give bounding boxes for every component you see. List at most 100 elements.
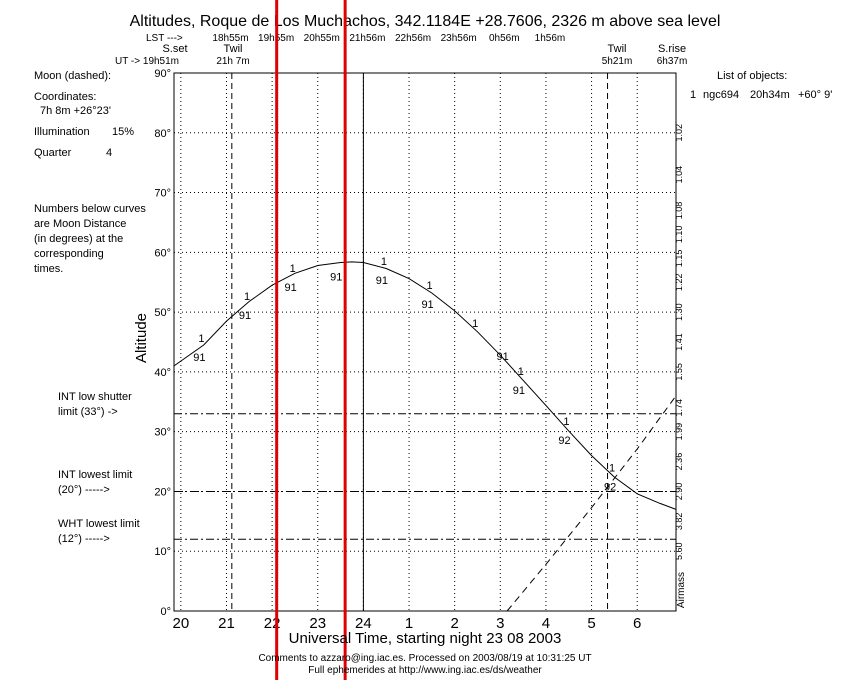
y-tick-label: 60° [154,247,171,259]
int-shutter-limit-label-2: limit (33°) -> [58,406,118,418]
note-line: times. [34,263,63,275]
moon-distance-label: 91 [421,299,433,311]
y-tick-label: 50° [154,307,171,319]
lst-label: LST ---> [146,33,183,44]
object-index-marker: 1 [427,280,433,292]
airmass-tick-label: 1.22 [674,273,684,291]
y-tick-label: 80° [154,128,171,140]
airmass-tick-label: 3.82 [674,513,684,531]
note-line: (in degrees) at the [34,233,123,245]
footer-ephemerides: Full ephemerides at http://www.ing.iac.e… [308,665,542,676]
moon-distance-label: 91 [330,271,342,283]
moon-distance-label: 91 [285,282,297,294]
plot-frame [173,72,677,612]
lst-tick-label: 20h55m [304,33,340,44]
object-altitude-curve [173,261,677,510]
object-list-item: 1 ngc694 20h34m +60° 9' [690,89,832,101]
moon-distance-label: 92 [558,435,570,447]
twil-evening-time: 21h 7m [216,56,249,67]
y-tick-label: 90° [154,68,171,80]
y-tick-label: 10° [154,546,171,558]
wht-lowest-limit-label-1: WHT lowest limit [58,518,140,530]
object-index-marker: 1 [244,291,250,303]
object-index-marker: 1 [472,318,478,330]
y-tick-label: 40° [154,367,171,379]
airmass-tick-label: 2.36 [674,453,684,471]
x-tick-label: 4 [542,615,550,632]
airmass-tick-label: 1.55 [674,363,684,381]
object-index-marker: 1 [563,416,569,428]
x-tick-label: 20 [173,615,190,632]
y-axis-label: Altitude [133,313,150,363]
object-ra: 20h34m [750,89,790,101]
x-tick-label: 3 [496,615,504,632]
ut-label: UT -> 19h51m [115,56,179,67]
lst-tick-label: 18h55m [212,33,248,44]
x-tick-label: 1 [405,615,413,632]
airmass-tick-label: 1.10 [674,226,684,244]
moon-distance-label: 91 [513,385,525,397]
illumination-label: Illumination [34,126,90,138]
moon-label: Moon (dashed): [34,70,111,82]
twil-morning-time: 5h21m [602,56,633,67]
y2-axis-label: Airmass [676,572,687,608]
y-tick-label: 30° [154,427,171,439]
moon-distance-label: 91 [193,352,205,364]
int-shutter-limit-label-1: INT low shutter [58,391,132,403]
sunrise-time: 6h37m [657,56,688,67]
note-line: Numbers below curves [34,203,146,215]
y-tick-label: 70° [154,188,171,200]
lst-tick-label: 1h56m [535,33,566,44]
lst-tick-label: 22h56m [395,33,431,44]
airmass-tick-label: 1.99 [674,423,684,441]
lst-tick-labels: 18h55m19h55m20h55m21h56m22h56m23h56m0h56… [212,33,565,44]
sunrise-label: S.rise [658,43,686,55]
plot-area: 0°10°20°30°40°50°60°70°80°90°20 21 22 23 24 1… [154,0,684,680]
wht-lowest-limit-label-2: (12°) -----> [58,533,110,545]
airmass-tick-label: 1.02 [674,124,684,142]
y-tick-label: 20° [154,486,171,498]
x-axis-label: Universal Time, starting night 23 08 200… [289,630,562,647]
note-line: corresponding [34,248,104,260]
object-index-marker: 1 [609,463,615,475]
note-line: are Moon Distance [34,218,126,230]
airmass-tick-label: 1.08 [674,202,684,220]
airmass-tick-label: 1.15 [674,250,684,268]
lst-tick-label: 21h56m [349,33,385,44]
footer-comments: Comments to azzaro@ing.iac.es. Processed… [258,653,591,664]
airmass-tick-label: 1.74 [674,399,684,417]
x-tick-label: 24 [355,615,372,632]
object-index: 1 [690,89,696,101]
airmass-tick-label: 5.60 [674,542,684,560]
coordinates-label: Coordinates: [34,91,96,103]
x-tick-label: 21 [218,615,235,632]
lst-tick-label: 0h56m [489,33,520,44]
object-index-marker: 1 [198,333,204,345]
quarter-value: 4 [106,147,112,159]
airmass-tick-label: 1.41 [674,333,684,351]
x-tick-label: 5 [587,615,595,632]
object-dec: +60° 9' [798,89,832,101]
object-index-marker: 1 [381,256,387,268]
moon-distance-note: Numbers below curves are Moon Distance (… [34,203,146,275]
x-tick-label: 6 [633,615,641,632]
object-name: ngc694 [703,89,739,101]
twil-evening-label: Twil [224,43,243,55]
moon-altitude-curve [506,395,677,612]
twil-morning-label: Twil [608,43,627,55]
lst-tick-label: 23h56m [441,33,477,44]
chart-title: Altitudes, Roque de Los Muchachos, 342.1… [130,13,721,30]
airmass-tick-label: 2.90 [674,483,684,501]
object-index-marker: 1 [518,366,524,378]
objects-title: List of objects: [717,70,787,82]
airmass-tick-label: 1.04 [674,166,684,184]
moon-distance-label: 91 [496,351,508,363]
coordinates-value: 7h 8m +26°23' [40,105,111,117]
int-lowest-limit-label-1: INT lowest limit [58,469,132,481]
moon-distance-label: 91 [376,275,388,287]
x-tick-label: 2 [450,615,458,632]
y-tick-label: 0° [160,606,171,618]
x-tick-label: 23 [309,615,326,632]
object-index-marker: 1 [290,263,296,275]
